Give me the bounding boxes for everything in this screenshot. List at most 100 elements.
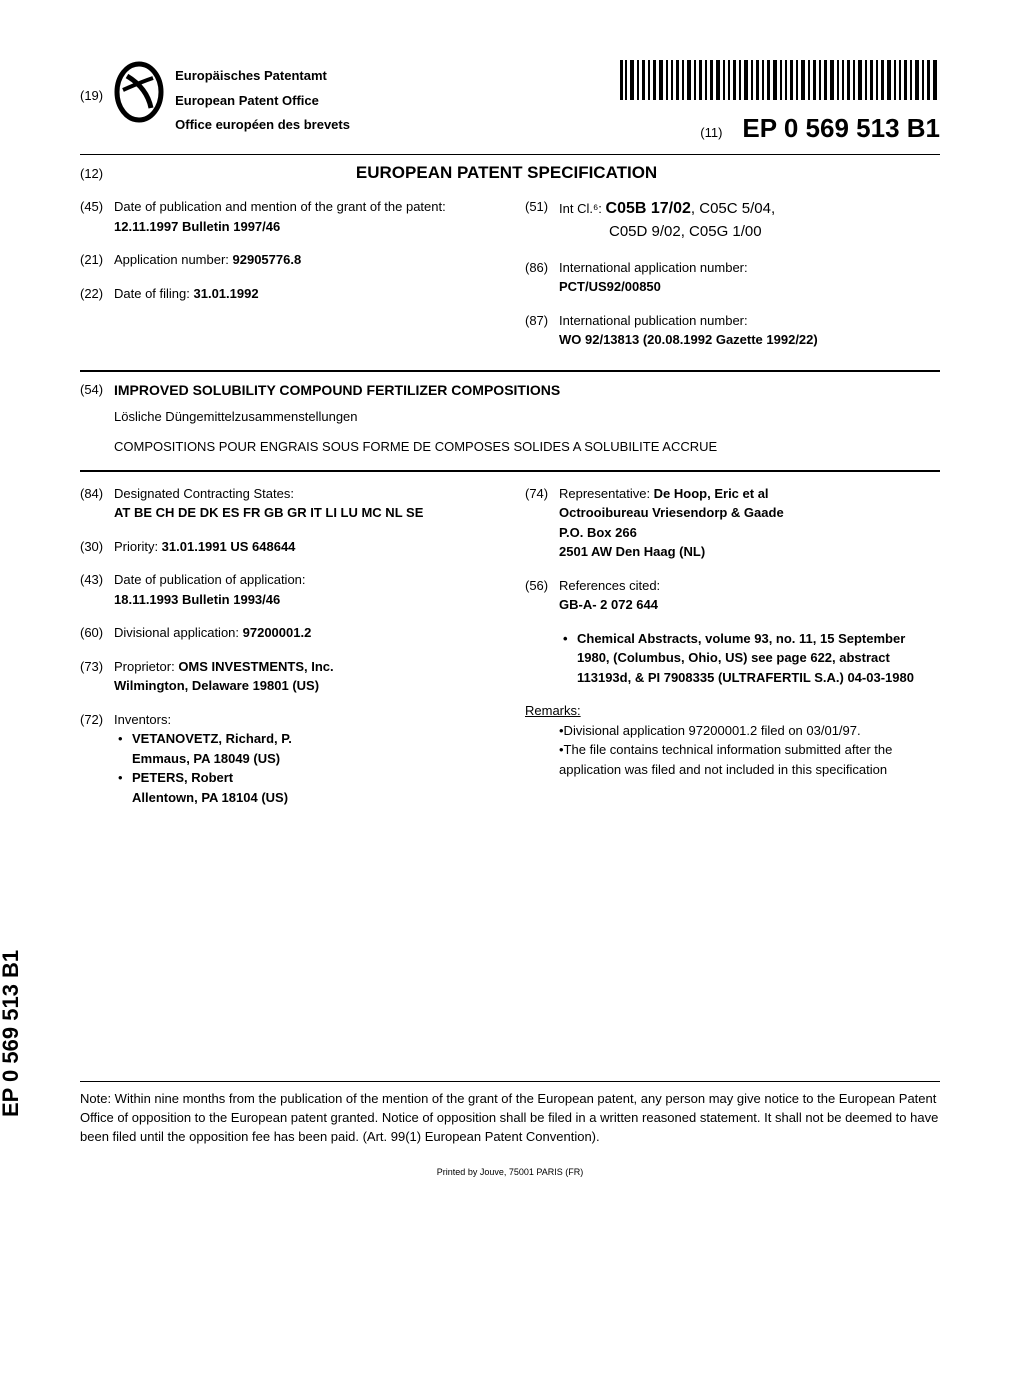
inid-30: (30) <box>80 537 114 557</box>
inid-43: (43) <box>80 570 114 609</box>
divider <box>80 470 940 472</box>
inid-22: (22) <box>80 284 114 304</box>
field-86-value: PCT/US92/00850 <box>559 277 940 297</box>
field-73-value1: OMS INVESTMENTS, Inc. <box>178 659 333 674</box>
inid-72: (72) <box>80 710 114 808</box>
field-74-label: Representative: <box>559 486 654 501</box>
epo-logo-icon <box>113 60 165 129</box>
remarks-2: •The file contains technical information… <box>525 740 940 779</box>
document-title: EUROPEAN PATENT SPECIFICATION <box>133 163 940 183</box>
inid-45: (45) <box>80 197 114 236</box>
remarks-1: •Divisional application 97200001.2 filed… <box>525 721 940 741</box>
field-73-value2: Wilmington, Delaware 19801 (US) <box>114 676 495 696</box>
field-72: (72) Inventors: •VETANOVETZ, Richard, P.… <box>80 710 495 808</box>
opposition-note: Note: Within nine months from the public… <box>80 1081 940 1147</box>
field-73-label: Proprietor: <box>114 659 178 674</box>
field-30: (30) Priority: 31.01.1991 US 648644 <box>80 537 495 557</box>
inid-84: (84) <box>80 484 114 523</box>
publication-number: EP 0 569 513 B1 <box>742 113 940 144</box>
field-87-label: International publication number: <box>559 311 940 331</box>
field-21-value: 92905776.8 <box>233 252 302 267</box>
document-title-row: (12) EUROPEAN PATENT SPECIFICATION <box>80 154 940 183</box>
inid-60: (60) <box>80 623 114 643</box>
field-86: (86) International application number: P… <box>525 258 940 297</box>
barcode-icon <box>620 60 940 105</box>
office-names: Europäisches Patentamt European Patent O… <box>175 64 350 138</box>
field-51-value1: C05B 17/02 <box>606 200 691 217</box>
field-74-line4: 2501 AW Den Haag (NL) <box>559 542 940 562</box>
field-84: (84) Designated Contracting States: AT B… <box>80 484 495 523</box>
field-43: (43) Date of publication of application:… <box>80 570 495 609</box>
field-56-label: References cited: <box>559 576 940 596</box>
field-56: (56) References cited: GB-A- 2 072 644 •… <box>525 576 940 688</box>
inid-11: (11) <box>700 125 722 140</box>
invention-title-fr: COMPOSITIONS POUR ENGRAIS SOUS FORME DE … <box>114 436 940 458</box>
inid-74: (74) <box>525 484 559 562</box>
field-54: (54) IMPROVED SOLUBILITY COMPOUND FERTIL… <box>80 382 940 398</box>
field-51-value2: , C05C 5/04, <box>691 200 775 217</box>
field-21: (21) Application number: 92905776.8 <box>80 250 495 270</box>
field-51-value3: C05D 9/02, C05G 1/00 <box>559 221 940 244</box>
field-22-value: 31.01.1992 <box>194 286 259 301</box>
field-74-line2: Octrooibureau Vriesendorp & Gaade <box>559 503 940 523</box>
field-22-label: Date of filing: <box>114 286 194 301</box>
inid-21: (21) <box>80 250 114 270</box>
field-43-label: Date of publication of application: <box>114 570 495 590</box>
office-name-en: European Patent Office <box>175 89 350 114</box>
field-87-value: WO 92/13813 (20.08.1992 Gazette 1992/22) <box>559 330 940 350</box>
biblio-bottom: (84) Designated Contracting States: AT B… <box>80 484 940 822</box>
field-51: (51) Int Cl.⁶: C05B 17/02, C05C 5/04, C0… <box>525 197 940 244</box>
biblio-top-right: (51) Int Cl.⁶: C05B 17/02, C05C 5/04, C0… <box>525 197 940 364</box>
inventor-2-name: PETERS, Robert <box>132 768 288 788</box>
header: (19) Europäisches Patentamt European Pat… <box>80 60 940 144</box>
field-72-label: Inventors: <box>114 710 495 730</box>
remarks: Remarks: •Divisional application 9720000… <box>525 701 940 779</box>
inid-56: (56) <box>525 576 559 688</box>
inventor-1-addr: Emmaus, PA 18049 (US) <box>132 749 292 769</box>
publication-number-row: (11) EP 0 569 513 B1 <box>620 113 940 144</box>
office-name-fr: Office européen des brevets <box>175 113 350 138</box>
field-60: (60) Divisional application: 97200001.2 <box>80 623 495 643</box>
field-56-ref1: GB-A- 2 072 644 <box>559 595 940 615</box>
invention-title-en: IMPROVED SOLUBILITY COMPOUND FERTILIZER … <box>114 382 560 398</box>
bullet-icon: • <box>114 768 132 807</box>
invention-title-de: Lösliche Düngemittelzusammenstellungen <box>114 406 940 428</box>
inid-51: (51) <box>525 197 559 244</box>
field-73: (73) Proprietor: OMS INVESTMENTS, Inc. W… <box>80 657 495 696</box>
inid-12: (12) <box>80 166 103 181</box>
divider <box>80 370 940 372</box>
spine-number: EP 0 569 513 B1 <box>0 950 24 1117</box>
field-21-label: Application number: <box>114 252 233 267</box>
field-51-label: Int Cl.⁶: <box>559 201 606 216</box>
field-74: (74) Representative: De Hoop, Eric et al… <box>525 484 940 562</box>
field-45-value: 12.11.1997 Bulletin 1997/46 <box>114 217 495 237</box>
office-name-de: Europäisches Patentamt <box>175 64 350 89</box>
field-56-ref2: Chemical Abstracts, volume 93, no. 11, 1… <box>577 629 940 688</box>
field-45-label: Date of publication and mention of the g… <box>114 197 495 217</box>
field-60-label: Divisional application: <box>114 625 243 640</box>
inid-87: (87) <box>525 311 559 350</box>
biblio-top: (45) Date of publication and mention of … <box>80 197 940 364</box>
logo-area: (19) Europäisches Patentamt European Pat… <box>80 60 350 138</box>
biblio-top-left: (45) Date of publication and mention of … <box>80 197 495 364</box>
inid-19: (19) <box>80 88 103 103</box>
field-74-line3: P.O. Box 266 <box>559 523 940 543</box>
field-87: (87) International publication number: W… <box>525 311 940 350</box>
field-60-value: 97200001.2 <box>243 625 312 640</box>
bullet-icon: • <box>114 729 132 768</box>
field-22: (22) Date of filing: 31.01.1992 <box>80 284 495 304</box>
invention-subtitles: Lösliche Düngemittelzusammenstellungen C… <box>114 406 940 458</box>
field-86-label: International application number: <box>559 258 940 278</box>
inid-54: (54) <box>80 382 114 398</box>
inventor-1-name: VETANOVETZ, Richard, P. <box>132 729 292 749</box>
field-74-line1: De Hoop, Eric et al <box>654 486 769 501</box>
bullet-icon: • <box>559 629 577 688</box>
barcode-area: (11) EP 0 569 513 B1 <box>620 60 940 144</box>
remarks-heading: Remarks: <box>525 701 940 721</box>
field-30-value: 31.01.1991 US 648644 <box>162 539 296 554</box>
printer-line: Printed by Jouve, 75001 PARIS (FR) <box>80 1167 940 1177</box>
inid-73: (73) <box>80 657 114 696</box>
biblio-bottom-left: (84) Designated Contracting States: AT B… <box>80 484 495 822</box>
biblio-bottom-right: (74) Representative: De Hoop, Eric et al… <box>525 484 940 822</box>
inventor-2-addr: Allentown, PA 18104 (US) <box>132 788 288 808</box>
